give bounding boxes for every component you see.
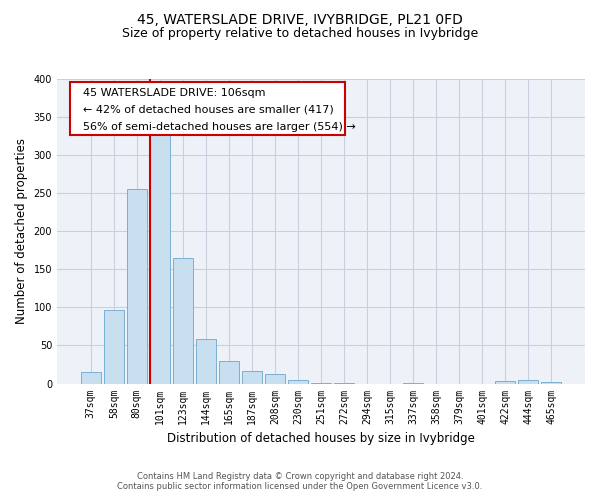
Y-axis label: Number of detached properties: Number of detached properties — [15, 138, 28, 324]
FancyBboxPatch shape — [70, 82, 345, 136]
Text: Contains HM Land Registry data © Crown copyright and database right 2024.: Contains HM Land Registry data © Crown c… — [137, 472, 463, 481]
Bar — [541, 382, 561, 384]
Bar — [311, 383, 331, 384]
Bar — [219, 360, 239, 384]
Text: 56% of semi-detached houses are larger (554) →: 56% of semi-detached houses are larger (… — [83, 122, 356, 132]
Text: Size of property relative to detached houses in Ivybridge: Size of property relative to detached ho… — [122, 28, 478, 40]
Bar — [334, 383, 354, 384]
Bar — [403, 383, 423, 384]
Bar — [496, 380, 515, 384]
Text: 45 WATERSLADE DRIVE: 106sqm: 45 WATERSLADE DRIVE: 106sqm — [83, 88, 266, 98]
Bar — [288, 380, 308, 384]
Text: Contains public sector information licensed under the Open Government Licence v3: Contains public sector information licen… — [118, 482, 482, 491]
Bar — [196, 340, 216, 384]
Text: 45, WATERSLADE DRIVE, IVYBRIDGE, PL21 0FD: 45, WATERSLADE DRIVE, IVYBRIDGE, PL21 0F… — [137, 12, 463, 26]
X-axis label: Distribution of detached houses by size in Ivybridge: Distribution of detached houses by size … — [167, 432, 475, 445]
Bar — [127, 190, 146, 384]
Bar — [242, 370, 262, 384]
Bar — [265, 374, 285, 384]
Bar — [104, 310, 124, 384]
Bar — [81, 372, 101, 384]
Text: ← 42% of detached houses are smaller (417): ← 42% of detached houses are smaller (41… — [83, 105, 334, 115]
Bar — [518, 380, 538, 384]
Bar — [173, 258, 193, 384]
Bar — [150, 128, 170, 384]
